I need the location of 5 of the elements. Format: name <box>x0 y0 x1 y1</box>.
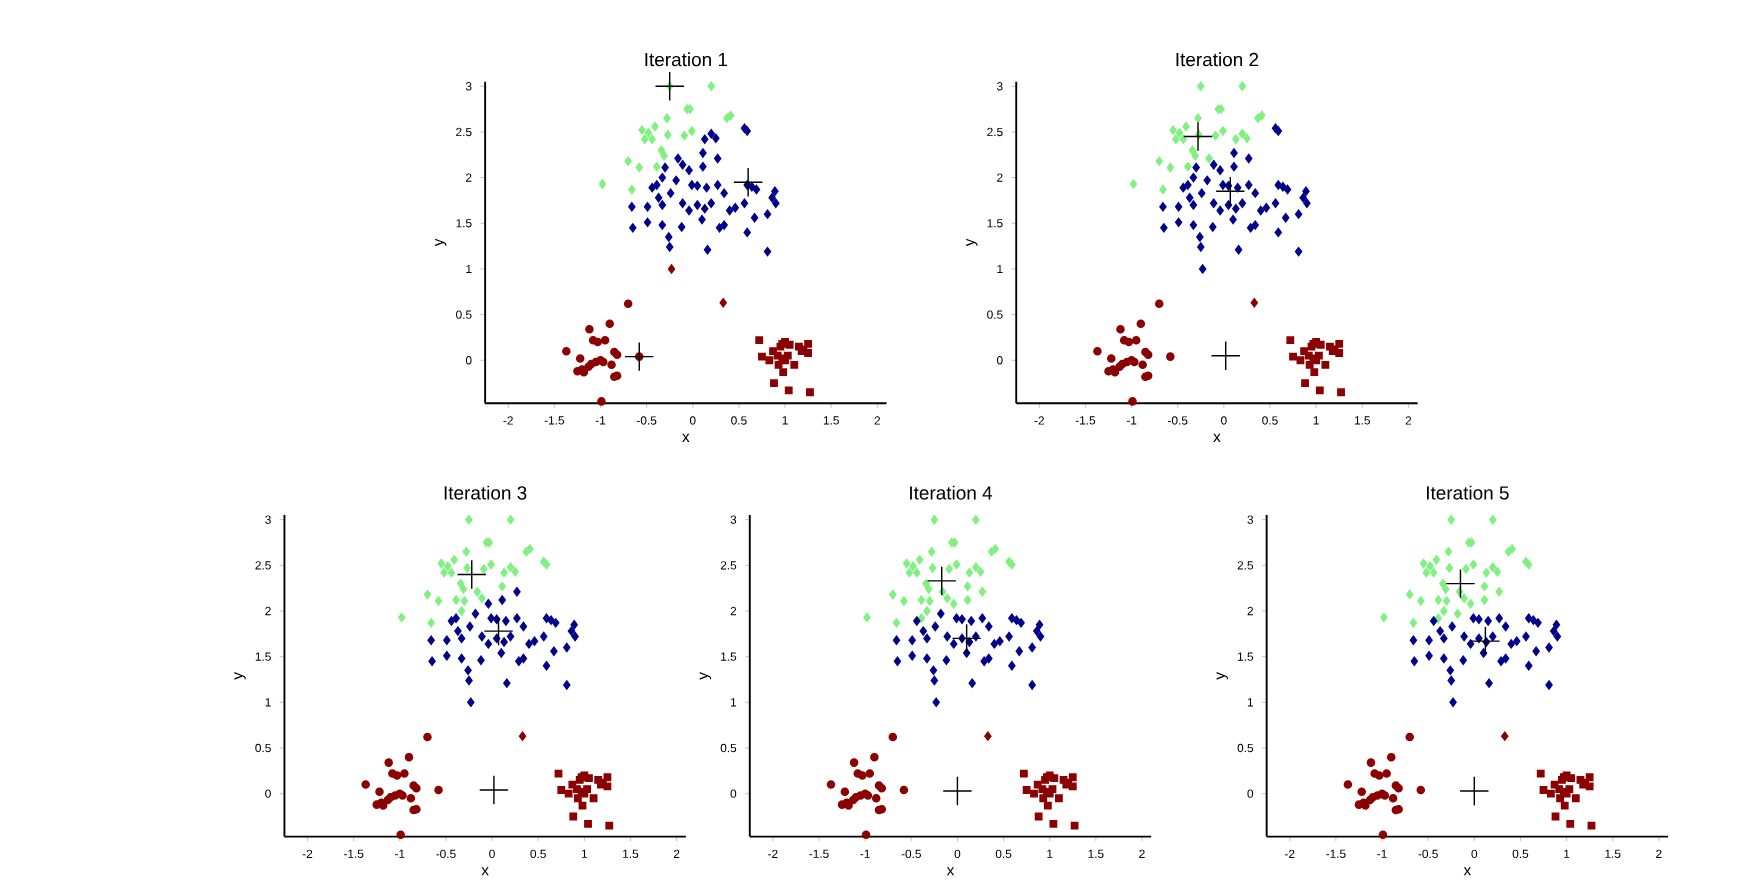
chart-title: Iteration 2 <box>1176 52 1259 67</box>
chart-title: Iteration 4 <box>910 485 993 500</box>
chart-title: Iteration 3 <box>444 485 527 500</box>
chart-title: Iteration 1 <box>645 52 728 67</box>
chart-title: Iteration 5 <box>1426 485 1509 500</box>
